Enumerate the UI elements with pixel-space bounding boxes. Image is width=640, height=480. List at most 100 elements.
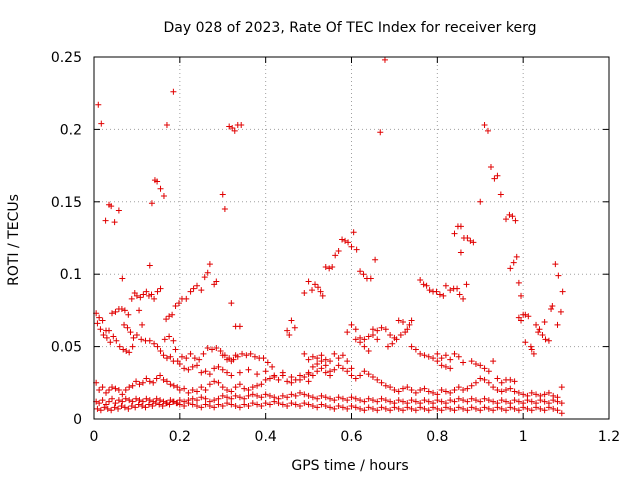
data-point [344, 358, 351, 365]
data-point [387, 407, 394, 414]
data-point [173, 400, 180, 407]
data-point [314, 395, 321, 402]
data-point [460, 387, 467, 394]
data-point [167, 397, 174, 404]
data-point [515, 407, 522, 414]
data-point [258, 394, 265, 401]
data-point [434, 397, 441, 404]
data-point [271, 398, 278, 405]
data-point [153, 375, 160, 382]
data-point [421, 405, 428, 412]
data-point [451, 407, 458, 414]
data-point [262, 376, 269, 383]
data-point [400, 407, 406, 414]
data-point [189, 387, 196, 394]
data-point [528, 389, 535, 396]
data-point [339, 352, 346, 359]
data-point [175, 300, 182, 307]
data-point [103, 334, 110, 341]
data-point [457, 249, 464, 256]
data-point [204, 269, 211, 276]
data-point [481, 376, 488, 383]
data-point [530, 350, 537, 357]
data-point [194, 362, 200, 369]
data-point [133, 378, 140, 385]
data-point [279, 369, 286, 376]
data-point [204, 345, 211, 352]
data-point [554, 321, 561, 328]
data-point [297, 376, 303, 383]
data-point [545, 389, 552, 396]
data-point [491, 175, 498, 182]
data-point [115, 207, 122, 214]
y-tick-label: 0 [73, 412, 82, 428]
data-point [241, 385, 248, 392]
data-point [536, 326, 543, 333]
data-point [291, 324, 298, 331]
data-point [442, 404, 449, 411]
data-point [226, 123, 233, 130]
data-point [481, 395, 488, 402]
data-point [163, 355, 170, 362]
data-point [460, 295, 467, 302]
data-point [397, 332, 404, 339]
data-point [181, 402, 188, 409]
data-point [228, 388, 235, 395]
data-point [381, 56, 388, 63]
data-point [275, 400, 282, 407]
data-point [115, 387, 122, 394]
data-point [189, 395, 196, 402]
data-point [511, 388, 518, 395]
data-point [217, 347, 224, 354]
data-point [112, 400, 119, 407]
data-point [238, 122, 245, 129]
data-point [176, 360, 183, 367]
data-point [436, 291, 443, 298]
data-point [198, 404, 205, 411]
data-point [423, 282, 430, 289]
data-point [365, 404, 372, 411]
data-point [215, 395, 222, 402]
data-point [138, 336, 145, 343]
data-point [104, 405, 111, 412]
data-point [305, 356, 312, 363]
data-point [178, 295, 185, 302]
data-point [297, 402, 303, 409]
data-point [94, 405, 101, 412]
data-point [161, 336, 168, 343]
data-point [507, 265, 514, 272]
data-point [378, 395, 385, 402]
y-tick-label: 0.2 [60, 122, 82, 138]
data-point [472, 397, 479, 404]
data-point [249, 400, 256, 407]
data-point [518, 292, 525, 299]
data-point [527, 343, 534, 350]
data-point [382, 405, 389, 412]
data-point [148, 291, 155, 298]
data-point [166, 401, 173, 408]
data-point [460, 359, 467, 366]
data-point [110, 333, 117, 340]
data-point [106, 327, 113, 334]
data-point [163, 122, 170, 129]
data-point [365, 347, 372, 354]
data-point [116, 343, 123, 350]
data-point [146, 262, 153, 269]
data-point [154, 178, 161, 185]
data-point [254, 382, 261, 389]
data-point [322, 394, 329, 401]
data-point [382, 382, 389, 389]
data-point [178, 353, 185, 360]
data-point [228, 395, 235, 402]
data-point [154, 343, 161, 350]
data-point [232, 384, 239, 391]
data-point [301, 391, 308, 398]
data-point [438, 398, 445, 405]
data-point [335, 248, 342, 255]
data-point [215, 379, 222, 386]
data-point [425, 388, 432, 395]
data-point [391, 404, 398, 411]
data-point [348, 394, 355, 401]
data-point [550, 397, 557, 404]
